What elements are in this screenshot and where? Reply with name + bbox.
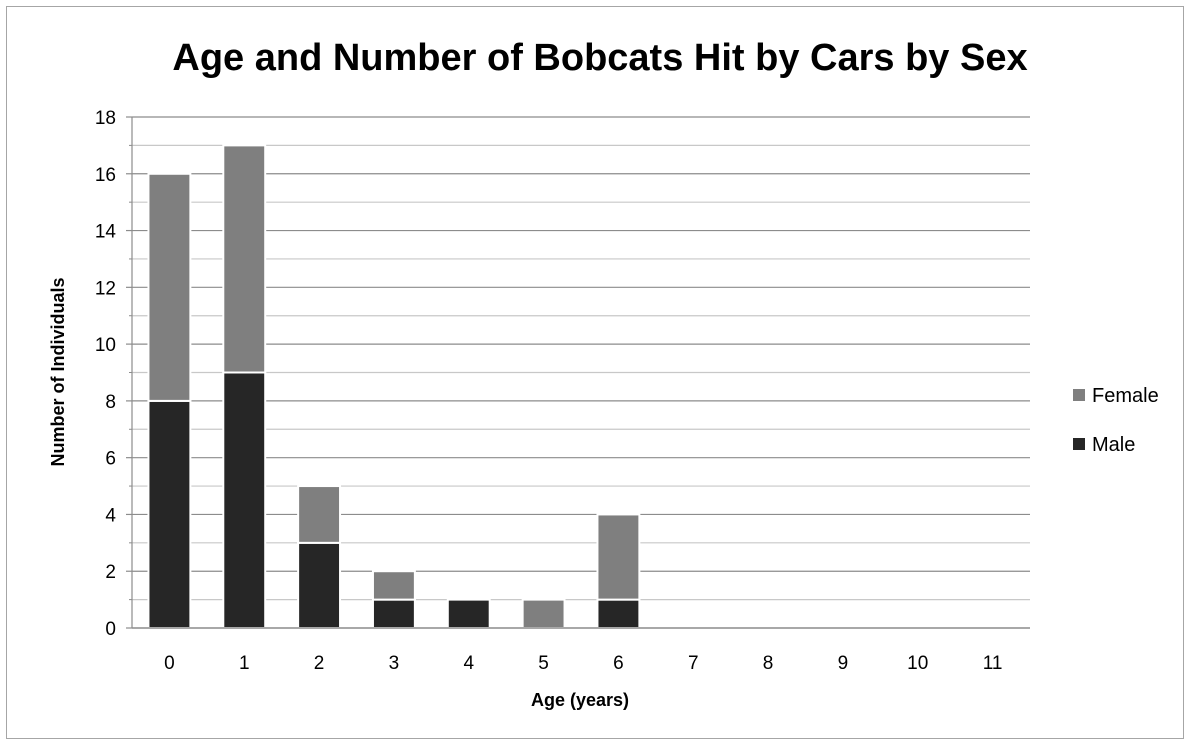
y-tick-label: 4	[105, 505, 116, 526]
legend: Female Male	[1073, 385, 1159, 456]
x-tick-label: 1	[239, 653, 250, 674]
bar-female-1	[222, 144, 267, 374]
y-tick-label: 8	[105, 392, 116, 413]
x-tick-label: 0	[164, 653, 175, 674]
x-tick-label: 7	[688, 653, 699, 674]
x-tick-label: 11	[983, 653, 1003, 674]
x-axis: 0 1 2 3 4 5 6 7 8 9 10 11	[132, 627, 1030, 674]
x-tick-label: 9	[838, 653, 849, 674]
bar-male-3	[371, 598, 416, 629]
y-tick-label: 0	[105, 619, 116, 640]
legend-swatch-female	[1073, 389, 1085, 401]
legend-label-female: Female	[1092, 385, 1159, 407]
bar-female-6	[596, 513, 641, 601]
bar-male-2	[297, 541, 342, 629]
x-tick-label: 2	[314, 653, 325, 674]
y-axis-label: Number of Individuals	[48, 277, 68, 466]
y-tick-label: 18	[95, 108, 116, 129]
bar-male-1	[222, 371, 267, 629]
x-tick-label: 10	[907, 653, 928, 674]
bar-male-4	[446, 598, 491, 629]
y-axis: 0 2 4 6 8 10 12 14 16 18	[95, 108, 133, 640]
y-tick-label: 12	[95, 278, 116, 299]
y-tick-label: 2	[105, 562, 116, 583]
bars	[147, 144, 641, 629]
bar-female-0	[147, 172, 192, 402]
legend-swatch-male	[1073, 438, 1085, 450]
y-tick-label: 16	[95, 165, 116, 186]
x-tick-label: 3	[389, 653, 400, 674]
chart-title: Age and Number of Bobcats Hit by Cars by…	[172, 37, 1027, 79]
bar-female-5	[521, 598, 566, 629]
x-tick-label: 8	[763, 653, 774, 674]
gridlines	[132, 116, 1030, 601]
bar-female-2	[297, 485, 342, 544]
legend-label-male: Male	[1092, 434, 1135, 456]
y-tick-label: 6	[105, 449, 116, 470]
x-axis-label: Age (years)	[531, 690, 629, 710]
x-tick-label: 4	[463, 653, 474, 674]
bar-female-3	[371, 570, 416, 601]
y-tick-label: 10	[95, 335, 116, 356]
x-tick-label: 5	[538, 653, 549, 674]
y-tick-label: 14	[95, 222, 117, 243]
bar-male-6	[596, 598, 641, 629]
x-tick-label: 6	[613, 653, 624, 674]
bar-male-0	[147, 399, 192, 629]
